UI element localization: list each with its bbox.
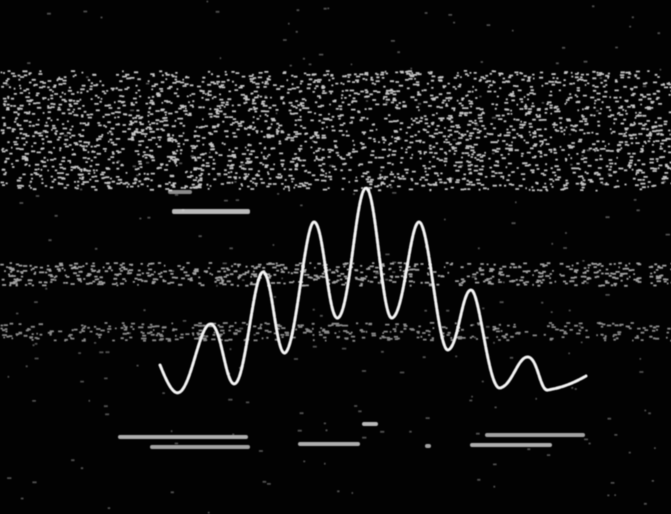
label-smudge	[298, 442, 360, 446]
label-smudge	[168, 190, 192, 194]
label-smudge	[470, 443, 552, 447]
label-smudge	[150, 445, 250, 449]
label-smudge	[172, 209, 250, 214]
oscilloscope-screen	[0, 0, 671, 514]
label-smudge	[425, 444, 431, 448]
label-smudge	[362, 422, 378, 426]
label-smudge	[118, 435, 248, 439]
label-smudge	[485, 433, 585, 437]
